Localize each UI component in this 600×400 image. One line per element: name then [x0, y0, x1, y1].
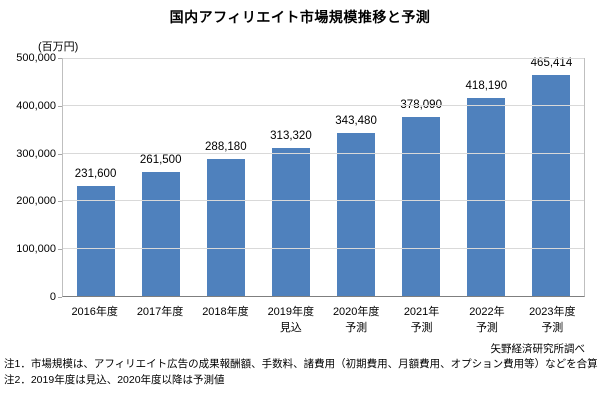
- y-tick-mark: [58, 105, 62, 107]
- y-tick-label: 0: [49, 291, 56, 303]
- y-tick-label: 200,000: [16, 195, 56, 208]
- bar: [337, 133, 376, 296]
- y-tick-mark: [58, 249, 62, 251]
- x-category-label: 2017年度: [136, 306, 184, 318]
- gridline: [63, 58, 584, 59]
- x-category-label: 2021年 予測: [403, 306, 440, 334]
- bar: [532, 75, 571, 296]
- y-tick-mark: [58, 201, 62, 203]
- y-tick-label: 400,000: [16, 99, 56, 112]
- gridline: [63, 247, 584, 249]
- bar-value-label: 343,480: [335, 115, 377, 128]
- bar-value-label: 231,600: [74, 168, 117, 181]
- bar: [467, 97, 506, 296]
- bar-slot: 378,090: [389, 59, 454, 296]
- x-category-label: 2023年度 予測: [529, 306, 576, 334]
- bar: [76, 186, 115, 296]
- bar: [141, 172, 180, 296]
- bars-row: 231,600 261,500 288,180 313,320 343,480 378,0…: [63, 57, 584, 296]
- x-category-label: 2020年度 予測: [332, 306, 380, 334]
- x-category-label: 2018年度: [202, 306, 249, 318]
- y-tick-label: 500,000: [16, 52, 56, 64]
- x-axis-category-labels: 2016年度 2017年度 2018年度 2019年度 見込 2020年度 予測 2021年予…: [62, 304, 585, 336]
- bar-slot: 261,500: [128, 59, 193, 296]
- bar: [402, 116, 441, 296]
- bar-slot: 313,320: [258, 59, 323, 296]
- bar-slot: 465,414: [519, 57, 584, 296]
- x-category-label: 2016年度: [71, 306, 118, 318]
- bar-value-label: 418,190: [465, 79, 508, 92]
- gridline: [63, 200, 584, 202]
- bar: [271, 147, 310, 296]
- footnote-1: 注1．市場規模は、アフィリエイト広告の成果報酬額、手数料、諸費用（初期費用、月額…: [4, 358, 600, 370]
- gridline: [63, 105, 584, 107]
- bar-value-label: 261,500: [139, 154, 182, 167]
- bar: [206, 159, 245, 296]
- footnote-2: 注2．2019年度は見込、2020年度以降は予測値: [4, 373, 225, 386]
- x-category-label: 2019年度 見込: [267, 306, 315, 334]
- bar-value-label: 288,180: [205, 141, 247, 154]
- y-tick-label: 100,000: [16, 243, 56, 256]
- bar-slot: 288,180: [193, 59, 258, 296]
- y-axis-unit-label: (百万円): [38, 41, 79, 53]
- y-tick-mark: [58, 153, 62, 155]
- y-tick-mark: [58, 297, 62, 298]
- bar-value-label: 378,090: [400, 99, 442, 111]
- source-attribution: 矢野経済研究所調べ: [490, 343, 586, 355]
- y-axis-tick-labels: 0 100,000 200,000 300,000 400,000 500,000: [0, 0, 56, 400]
- bar-slot: 343,480: [324, 59, 389, 296]
- footnotes: 注1．市場規模は、アフィリエイト広告の成果報酬額、手数料、諸費用（初期費用、月額…: [4, 357, 600, 388]
- chart-title: 国内アフィリエイト市場規模推移と予測: [169, 9, 431, 25]
- bar-slot: 418,190: [454, 59, 519, 296]
- bar-value-label: 313,320: [270, 129, 312, 142]
- plot-area: 231,600 261,500 288,180 313,320 343,480 378,0…: [62, 57, 585, 297]
- x-category-label: 2022年 予測: [469, 306, 505, 334]
- gridline: [63, 152, 584, 154]
- y-tick-label: 300,000: [16, 147, 56, 160]
- y-tick-mark: [58, 58, 62, 59]
- bar-slot: 231,600: [63, 59, 128, 296]
- bar-value-label: 465,414: [530, 57, 573, 70]
